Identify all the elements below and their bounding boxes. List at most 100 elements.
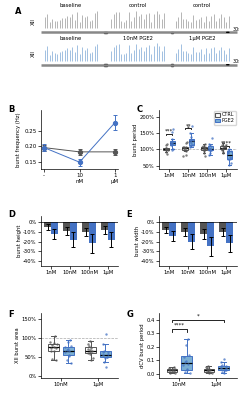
- Point: [170, 368, 174, 375]
- Text: *: *: [196, 313, 199, 318]
- Point: [171, 126, 175, 132]
- Text: control: control: [193, 3, 212, 8]
- Point: [67, 352, 71, 359]
- Y-axis label: burst frequency (Hz): burst frequency (Hz): [16, 112, 22, 167]
- Point: [54, 357, 58, 363]
- Point: [221, 146, 224, 152]
- Point: [166, 146, 170, 153]
- FancyBboxPatch shape: [104, 64, 107, 66]
- Point: [224, 366, 228, 373]
- Point: [188, 144, 191, 150]
- Point: [207, 147, 211, 154]
- Point: [170, 367, 174, 373]
- Point: [170, 140, 174, 147]
- Text: ****: ****: [174, 323, 185, 328]
- Point: [191, 137, 195, 143]
- Point: [185, 366, 189, 372]
- PathPatch shape: [170, 141, 175, 144]
- Bar: [162, 222, 169, 230]
- Point: [168, 370, 172, 376]
- Point: [170, 141, 174, 148]
- Point: [89, 345, 93, 351]
- Point: [52, 344, 56, 350]
- Point: [222, 367, 226, 374]
- Point: [184, 144, 187, 150]
- Point: [229, 148, 233, 155]
- PathPatch shape: [218, 366, 229, 370]
- Point: [181, 152, 185, 159]
- Point: [102, 348, 106, 354]
- Point: [209, 143, 213, 150]
- Point: [54, 333, 57, 339]
- PathPatch shape: [85, 348, 96, 353]
- Point: [88, 347, 92, 354]
- Point: [171, 139, 174, 146]
- Point: [88, 338, 92, 344]
- Point: [169, 141, 173, 147]
- PathPatch shape: [204, 369, 214, 372]
- Point: [164, 144, 168, 151]
- Bar: [44, 222, 51, 227]
- PathPatch shape: [182, 147, 188, 150]
- Point: [170, 129, 174, 136]
- Point: [220, 369, 224, 376]
- Point: [164, 142, 168, 148]
- Point: [49, 345, 53, 351]
- Point: [210, 370, 213, 376]
- PathPatch shape: [220, 146, 226, 149]
- Point: [190, 142, 194, 148]
- Point: [101, 352, 105, 358]
- Point: [202, 150, 206, 156]
- Point: [186, 361, 190, 367]
- Point: [101, 341, 105, 347]
- Y-axis label: burst width: burst width: [135, 226, 140, 256]
- Point: [66, 346, 70, 352]
- Point: [164, 145, 168, 152]
- PathPatch shape: [227, 151, 232, 159]
- Point: [66, 338, 70, 345]
- Point: [210, 135, 214, 141]
- Text: XII: XII: [31, 18, 36, 25]
- Point: [50, 356, 54, 362]
- Point: [226, 148, 230, 154]
- Bar: [89, 222, 96, 244]
- Bar: [207, 222, 214, 246]
- Point: [182, 144, 186, 150]
- Point: [220, 146, 224, 153]
- Bar: [70, 222, 77, 240]
- Point: [52, 348, 55, 355]
- Point: [184, 146, 188, 153]
- Point: [184, 369, 187, 375]
- Point: [69, 343, 73, 349]
- Point: [202, 148, 206, 154]
- Point: [164, 146, 168, 153]
- Point: [170, 147, 174, 153]
- PathPatch shape: [167, 369, 177, 372]
- Point: [106, 348, 110, 355]
- Point: [209, 147, 213, 153]
- Point: [222, 370, 226, 376]
- Text: baseline: baseline: [60, 36, 82, 41]
- Point: [49, 338, 52, 345]
- Point: [172, 363, 175, 370]
- Point: [103, 355, 107, 361]
- Point: [203, 146, 206, 153]
- Text: control: control: [129, 3, 147, 8]
- Point: [220, 146, 224, 152]
- Point: [219, 359, 223, 366]
- Point: [209, 147, 213, 153]
- Point: [64, 344, 67, 350]
- Point: [88, 349, 92, 355]
- FancyBboxPatch shape: [171, 64, 173, 66]
- Y-axis label: XII burst area: XII burst area: [15, 328, 20, 363]
- Point: [220, 145, 224, 152]
- Text: *: *: [225, 144, 228, 149]
- Point: [105, 354, 109, 360]
- Point: [219, 365, 223, 371]
- Text: **: **: [185, 123, 191, 128]
- Point: [205, 365, 209, 371]
- Bar: [108, 222, 115, 240]
- Point: [182, 354, 186, 360]
- Text: ***: ***: [165, 129, 174, 134]
- Point: [169, 138, 173, 145]
